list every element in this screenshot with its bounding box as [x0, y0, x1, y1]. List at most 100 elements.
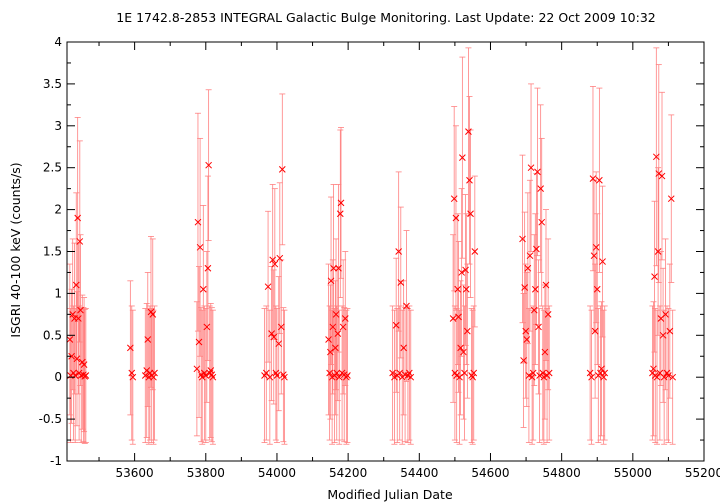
- data-point: [600, 373, 607, 381]
- y-tick-label: 3.5: [43, 77, 62, 91]
- data-point: [389, 369, 396, 377]
- data-point: [450, 195, 458, 203]
- data-point: [596, 176, 603, 184]
- data-point: [525, 372, 533, 379]
- data-point: [651, 273, 658, 280]
- data-point: [524, 264, 532, 272]
- y-tick-label: -0.5: [39, 412, 62, 426]
- data-point: [335, 373, 343, 381]
- x-tick-label: 54800: [543, 466, 581, 480]
- data-point: [333, 369, 341, 377]
- data-point: [207, 367, 215, 374]
- x-tick-label: 53800: [187, 466, 225, 480]
- data-point: [471, 248, 479, 255]
- data-point: [469, 373, 477, 381]
- data-point: [336, 210, 344, 218]
- data-point: [128, 369, 136, 377]
- y-tick-label: 0.5: [43, 328, 62, 342]
- data-point: [275, 340, 283, 348]
- data-point: [271, 260, 279, 268]
- y-tick-label: 2.5: [43, 161, 62, 175]
- data-point: [392, 321, 400, 329]
- data-point: [76, 238, 84, 245]
- data-point: [666, 327, 674, 335]
- data-point: [326, 348, 334, 356]
- data-point: [665, 372, 672, 379]
- data-point: [531, 285, 539, 293]
- plot-frame: [66, 41, 705, 462]
- data-point: [344, 372, 351, 379]
- error-bars: [66, 47, 676, 445]
- data-point: [653, 373, 661, 381]
- data-point: [658, 172, 666, 180]
- data-point: [264, 283, 272, 291]
- y-tick-label: 1: [54, 286, 62, 300]
- data-point: [462, 266, 469, 274]
- data-point: [462, 285, 470, 293]
- data-point: [660, 373, 668, 381]
- data-point: [452, 214, 460, 222]
- data-point: [601, 369, 609, 377]
- data-point: [659, 331, 667, 339]
- x-tick-label: 54200: [329, 466, 367, 480]
- data-point: [205, 161, 212, 169]
- data-point: [405, 369, 413, 377]
- data-point: [277, 323, 285, 331]
- chart-title: 1E 1742.8-2853 INTEGRAL Galactic Bulge M…: [116, 10, 655, 25]
- data-point: [396, 369, 404, 377]
- data-markers: [66, 128, 677, 381]
- data-point: [193, 365, 201, 373]
- data-point: [650, 365, 657, 373]
- x-tick-label: 55200: [685, 466, 720, 480]
- data-point: [276, 254, 284, 262]
- data-point: [460, 348, 467, 356]
- data-point: [463, 327, 471, 335]
- data-point: [545, 369, 553, 377]
- data-point: [199, 285, 207, 293]
- data-point: [654, 248, 662, 255]
- data-point: [466, 176, 473, 184]
- y-tick-label: -1: [50, 454, 62, 468]
- data-point: [126, 344, 134, 352]
- data-point: [586, 369, 594, 377]
- x-tick-label: 54000: [258, 466, 296, 480]
- data-point: [459, 154, 466, 161]
- data-point: [66, 336, 74, 343]
- data-point: [544, 310, 552, 318]
- data-point: [458, 269, 466, 276]
- data-point: [269, 256, 277, 264]
- data-point: [270, 333, 278, 341]
- data-point: [470, 369, 478, 377]
- data-point: [407, 373, 415, 381]
- data-point: [456, 373, 463, 381]
- data-point: [403, 302, 410, 310]
- data-point: [268, 330, 275, 337]
- data-point: [209, 373, 217, 381]
- data-point: [652, 153, 660, 161]
- data-point: [337, 199, 345, 207]
- data-point: [339, 323, 347, 331]
- data-point: [455, 313, 462, 321]
- data-point: [592, 243, 600, 251]
- data-point: [149, 310, 157, 318]
- axes: -1 -0.5 0 0.5 1 1.5 2 2.5 3 3.5 4 53600 53800 54000 54…: [39, 35, 720, 480]
- data-point: [141, 372, 149, 379]
- data-point: [400, 344, 408, 352]
- data-point: [75, 315, 82, 322]
- data-point: [539, 369, 547, 377]
- data-point: [332, 310, 340, 318]
- data-point: [74, 214, 82, 222]
- x-tick-label: 53600: [116, 466, 154, 480]
- data-point: [465, 128, 472, 136]
- data-point: [273, 372, 281, 379]
- data-point: [278, 166, 286, 173]
- data-point: [69, 310, 77, 318]
- data-point: [520, 357, 527, 364]
- y-tick-label: 3: [54, 119, 62, 133]
- data-point: [68, 352, 75, 360]
- data-point: [204, 264, 212, 272]
- x-tick-label: 55000: [614, 466, 652, 480]
- data-point: [529, 369, 537, 377]
- data-point: [535, 323, 542, 331]
- data-point: [144, 336, 152, 343]
